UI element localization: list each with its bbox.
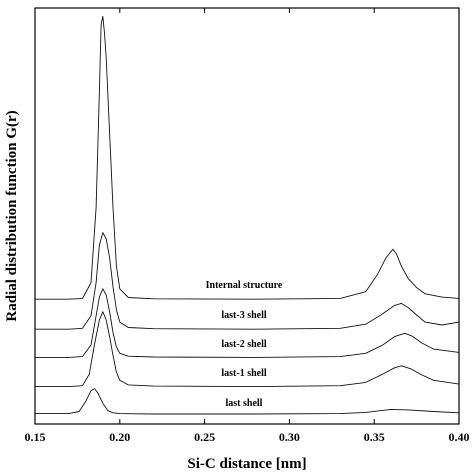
x-tick-label: 0.20	[109, 430, 130, 444]
plot-frame	[34, 7, 460, 425]
x-axis-label: Si-C distance [nm]	[187, 456, 306, 472]
series-line-internal-structure	[35, 15, 460, 300]
x-axis-ticks: 0.15 0.20 0.25 0.30 0.35 0.40	[25, 8, 470, 444]
curve-label: last-2 shell	[221, 339, 267, 350]
curve-label: last-3 shell	[221, 310, 267, 321]
curve-label: Internal structure	[206, 280, 283, 291]
y-axis-label: Radial distribution function G(r)	[4, 110, 20, 321]
x-tick-label: 0.15	[25, 430, 46, 444]
x-tick-label: 0.25	[194, 430, 215, 444]
series-line-last-3-shell	[35, 232, 460, 330]
series-line-last-1-shell	[35, 311, 460, 388]
x-tick-label: 0.40	[449, 430, 470, 444]
curve-label: last shell	[226, 398, 263, 409]
curve-labels: Internal structure last-3 shell last-2 she…	[206, 280, 283, 409]
series-layer	[35, 15, 460, 415]
curve-label: last-1 shell	[221, 368, 267, 379]
x-tick-label: 0.35	[364, 430, 385, 444]
plot-border	[34, 7, 460, 425]
series-line-last-shell	[35, 388, 460, 415]
x-tick-label: 0.30	[279, 430, 300, 444]
series-line-last-2-shell	[35, 288, 460, 358]
